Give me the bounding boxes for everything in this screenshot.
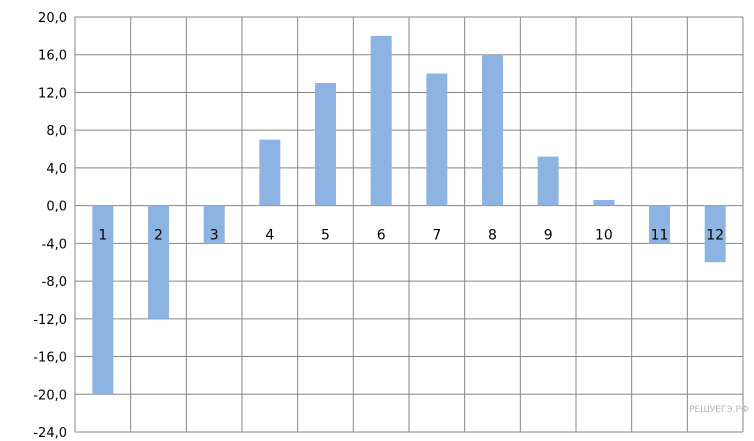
bar-12 [704,205,726,263]
x-tick-label: 7 [432,228,441,244]
bar-1 [92,205,114,395]
y-tick-label: 4,0 [46,162,67,177]
bar-4 [259,139,281,206]
x-tick-label: 12 [706,228,724,244]
x-tick-label: 3 [210,228,219,244]
x-axis-tick-labels: 1 2 3 4 5 6 7 8 9 10 11 12 [98,228,724,244]
bar-6 [370,35,392,206]
y-tick-label: -16,0 [33,351,67,366]
x-tick-label: 5 [321,228,330,244]
y-tick-label: 0,0 [46,200,67,215]
grid-lines [74,16,744,433]
y-tick-label: -12,0 [33,313,67,328]
y-tick-label: 12,0 [38,86,67,101]
x-tick-label: 10 [595,228,613,244]
bars [92,35,726,395]
watermark: РЕШУЕГЭ.РФ [689,405,749,415]
x-tick-label: 11 [651,228,669,244]
x-tick-label: 6 [377,228,386,244]
bar-5 [315,83,336,206]
x-tick-label: 4 [265,228,274,244]
bar-7 [426,73,448,206]
x-tick-label: 9 [544,228,553,244]
bar-3 [203,205,225,244]
x-tick-label: 8 [488,228,497,244]
y-tick-label: -20,0 [33,388,67,403]
y-tick-label: 8,0 [46,124,67,139]
bar-9 [537,156,559,206]
y-tick-label: -4,0 [42,237,67,252]
bar-8 [482,54,503,206]
y-tick-label: 20,0 [38,11,67,26]
y-tick-label: 16,0 [38,49,67,64]
bar-11 [649,205,670,244]
y-tick-label: -24,0 [33,426,67,441]
x-tick-label: 2 [154,228,163,244]
bar-10 [593,199,615,206]
x-tick-label: 1 [98,228,107,244]
bar-2 [148,205,169,319]
y-tick-label: -8,0 [42,275,67,290]
y-axis-tick-labels: 20,0 16,0 12,0 8,0 4,0 0,0 -4,0 -8,0 -12,0 -16,0 -… [33,11,67,441]
